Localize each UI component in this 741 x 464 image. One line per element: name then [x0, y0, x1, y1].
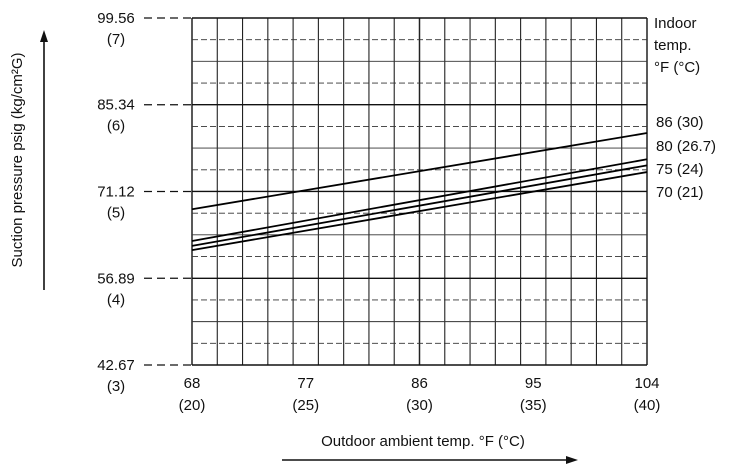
legend-title-line: Indoor — [654, 15, 697, 32]
y-tick-sublabel: (6) — [107, 118, 125, 135]
y-axis-ticks: 99.56 (7) 85.34 (6) 71.12 (5) 56.89 (4) 42.67 (3) — [97, 10, 135, 395]
series-line — [191, 171, 648, 252]
x-tick-sublabel: (30) — [406, 397, 433, 414]
y-axis-label: Suction pressure psig (kg/cm²G) — [9, 52, 26, 267]
series-line — [191, 164, 648, 247]
y-tick-sublabel: (4) — [107, 291, 125, 308]
y-tick-label: 42.67 — [97, 357, 135, 374]
legend-entry: 75 (24) — [656, 161, 704, 178]
legend-title-line: temp. — [654, 37, 692, 54]
legend-entry: 86 (30) — [656, 114, 704, 131]
x-tick-sublabel: (20) — [179, 397, 206, 414]
y-tick-label: 56.89 — [97, 270, 135, 287]
legend-entry: 80 (26.7) — [656, 138, 716, 155]
y-tick-label: 85.34 — [97, 97, 135, 114]
series-line — [191, 132, 648, 211]
x-axis-label: Outdoor ambient temp. °F (°C) — [321, 433, 525, 450]
x-tick-sublabel: (40) — [634, 397, 661, 414]
x-tick-label: 77 — [297, 375, 314, 392]
series-line — [191, 158, 648, 242]
y-tick-label: 99.56 — [97, 10, 135, 27]
legend-entry: 70 (21) — [656, 184, 704, 201]
y-tick-sublabel: (7) — [107, 31, 125, 48]
x-tick-sublabel: (25) — [292, 397, 319, 414]
x-axis-arrow — [282, 456, 578, 464]
x-tick-label: 95 — [525, 375, 542, 392]
plot-grid — [144, 17, 648, 366]
x-tick-label: 104 — [634, 375, 659, 392]
x-axis-ticks: 68 (20) 77 (25) 86 (30) 95 (35) 104 (40) — [179, 375, 661, 414]
x-tick-label: 68 — [184, 375, 201, 392]
legend-title-line: °F (°C) — [654, 59, 700, 76]
y-tick-sublabel: (5) — [107, 204, 125, 221]
series-lines — [191, 132, 648, 252]
legend: Indoor temp. °F (°C) 86 (30) 80 (26.7) 75 (24… — [654, 15, 716, 201]
x-tick-label: 86 — [411, 375, 428, 392]
y-axis-arrow — [40, 30, 48, 290]
y-tick-label: 71.12 — [97, 183, 135, 200]
x-tick-sublabel: (35) — [520, 397, 547, 414]
y-tick-sublabel: (3) — [107, 378, 125, 395]
